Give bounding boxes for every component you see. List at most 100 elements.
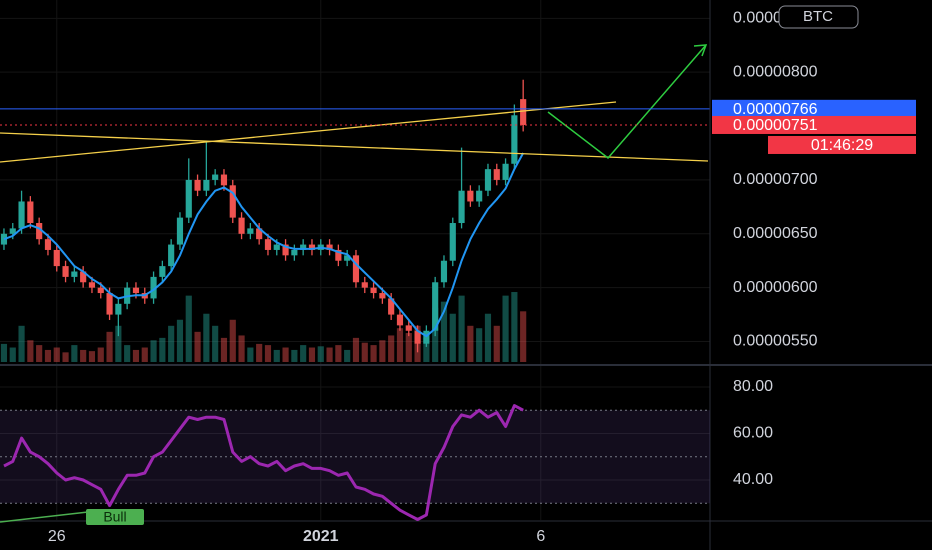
volume-bar (27, 340, 34, 362)
candle-body (493, 169, 500, 180)
volume-bar (53, 347, 60, 362)
volume-bar (44, 349, 52, 362)
candle-body (88, 282, 96, 288)
volume-bar (423, 337, 430, 362)
candle-body (212, 174, 219, 180)
volume-bar (493, 325, 500, 362)
candle-body (176, 217, 184, 245)
candle-body (449, 223, 456, 261)
volume-bar (256, 343, 263, 362)
candle-body (71, 271, 78, 277)
volume-bar (317, 346, 324, 362)
candle-body (440, 260, 448, 283)
volume-bar (238, 335, 245, 362)
volume-bar (291, 349, 298, 362)
volume-bar (467, 325, 474, 362)
volume-bar (379, 340, 386, 362)
candle-body (247, 228, 254, 234)
volume-bar (361, 342, 368, 362)
volume-bar (247, 347, 254, 362)
x-tick-label: 2021 (303, 528, 339, 545)
candle-body (476, 190, 483, 202)
volume-bar (159, 337, 166, 362)
volume-bar (212, 325, 219, 362)
candle-body (27, 201, 34, 224)
annotation-box (86, 509, 144, 525)
candle-body (361, 282, 368, 288)
y-tick-label: 0.00000550 (733, 333, 818, 350)
grid (0, 0, 710, 520)
candle-body (326, 244, 333, 250)
volume-bar (220, 337, 228, 362)
trendline (0, 101, 617, 163)
volume-bar (273, 349, 280, 362)
candle-body (520, 99, 527, 125)
volume-bar (264, 345, 272, 362)
candle-body (168, 244, 175, 267)
countdown: 01:46:29 (811, 137, 873, 154)
candle-body (194, 179, 201, 191)
candle-body (229, 185, 236, 218)
volume-bar (511, 292, 518, 362)
price-label-box (712, 99, 916, 118)
price-label-box (712, 115, 916, 134)
symbol-badge-text: BTC (803, 8, 833, 25)
candle-body (150, 276, 157, 299)
volume-bar (388, 335, 395, 362)
volume-bar (502, 295, 509, 362)
projection-path (547, 44, 707, 160)
candle-body (106, 293, 113, 315)
candle-body (159, 266, 166, 277)
trendline (0, 132, 709, 162)
candle-body (300, 244, 307, 250)
volume-bar (62, 352, 69, 362)
volume-bar (124, 345, 131, 362)
volume-bar (308, 347, 316, 362)
candle-body (80, 271, 87, 283)
candle-body (115, 303, 122, 315)
symbol-badge (778, 5, 859, 29)
y-tick-label: 0.00000800 (733, 63, 818, 80)
volume-bar (484, 313, 492, 362)
volume-bar (405, 333, 412, 362)
candle-body (185, 179, 192, 218)
price-label: 0.00000766 (733, 101, 818, 118)
arrow-head (693, 44, 708, 57)
volume-bar (176, 319, 184, 362)
volume-bar (9, 347, 16, 362)
volume-bar (18, 325, 25, 362)
volume (0, 292, 527, 362)
candle-body (238, 217, 245, 234)
candle-body (379, 293, 386, 299)
candle-body (370, 287, 377, 294)
candle-body (132, 287, 140, 294)
volume-bar (71, 345, 78, 362)
volume-bar (458, 295, 465, 362)
volume-bar (88, 351, 96, 362)
volume-bar (0, 343, 8, 362)
annotation-text: Bull (103, 509, 126, 525)
volume-bar (194, 331, 201, 362)
volume-bar (352, 337, 360, 362)
candle-body (18, 201, 25, 229)
candle-body (344, 255, 351, 261)
candle-body (502, 163, 509, 180)
y-tick-label: 0.00000650 (733, 225, 818, 242)
volume-bar (203, 313, 210, 362)
candle-body (256, 228, 263, 240)
candle-body (335, 249, 342, 261)
volume-bar (36, 345, 43, 362)
volume-bar (344, 349, 351, 362)
candle-body (467, 190, 474, 202)
volume-bar (185, 295, 192, 362)
volume-bar (132, 349, 140, 362)
candle-body (9, 228, 16, 234)
volume-bar (229, 319, 236, 362)
volume-bar (449, 313, 456, 362)
rsi-line (3, 404, 524, 521)
y-tick-label: 0.00000600 (733, 279, 818, 296)
countdown-box (768, 135, 916, 154)
candle-body (352, 255, 360, 283)
